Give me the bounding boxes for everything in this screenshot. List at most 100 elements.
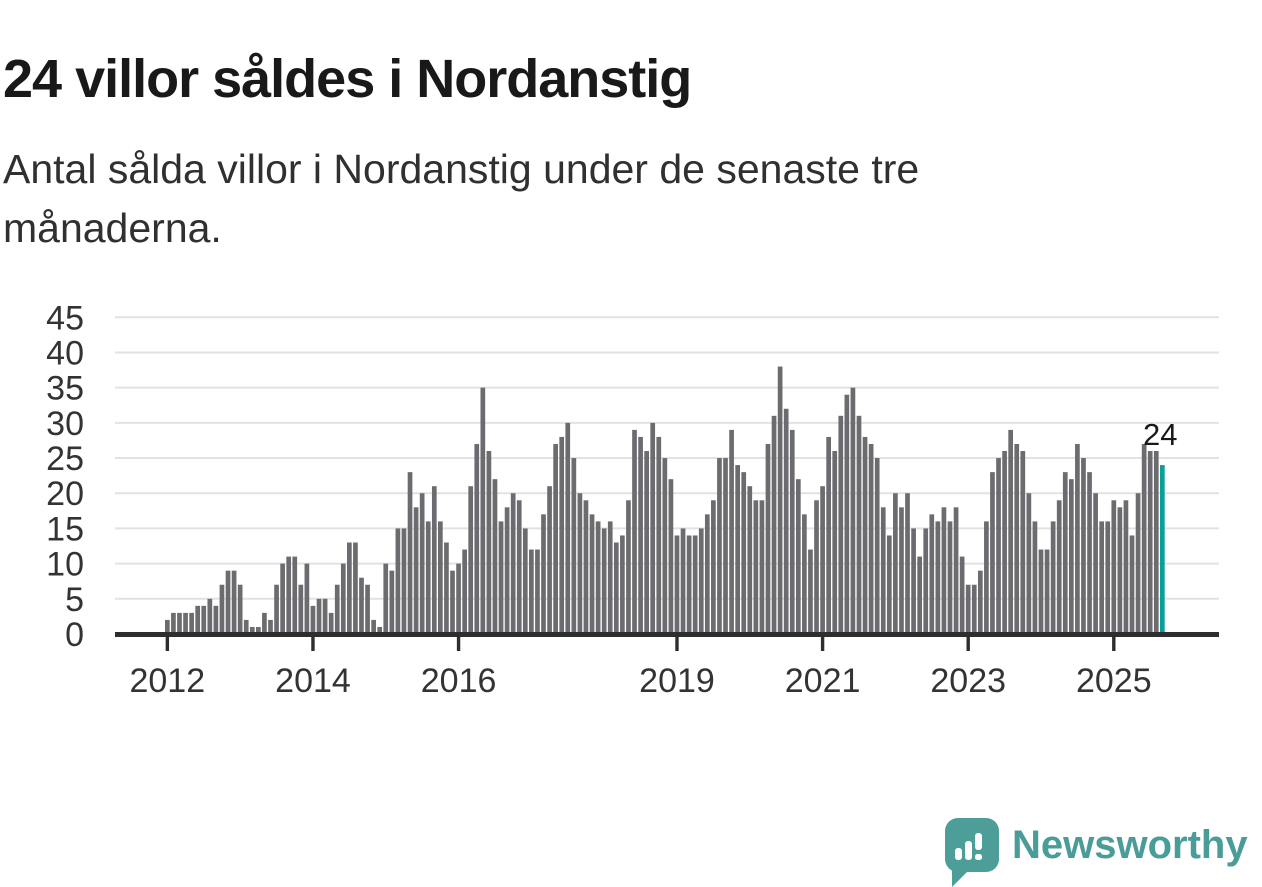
bar <box>438 521 443 634</box>
bar <box>1111 500 1117 634</box>
page-title: 24 villor såldes i Nordanstig <box>3 49 692 110</box>
bar <box>492 479 498 634</box>
bar <box>765 443 771 634</box>
bar <box>638 436 643 634</box>
bar <box>431 486 437 634</box>
x-axis-tick <box>675 637 679 651</box>
bar <box>359 577 364 634</box>
bar <box>893 493 898 634</box>
bar <box>444 542 449 634</box>
x-axis-tick-label: 2025 <box>1076 662 1152 700</box>
bar <box>171 612 176 634</box>
bar <box>771 415 777 634</box>
bar <box>353 542 358 634</box>
bar <box>777 366 783 634</box>
bar <box>371 619 376 634</box>
bar <box>340 563 346 634</box>
x-axis-tick-label: 2016 <box>421 662 497 700</box>
bar <box>820 486 825 634</box>
bar <box>547 486 552 634</box>
bar <box>759 500 765 634</box>
bar <box>571 458 577 634</box>
bar <box>419 493 425 634</box>
bar <box>595 521 601 634</box>
sales-bar-chart: 0 5 10 15 20 25 30 35 40 45 2012 2014 2016 2019 2021 20… <box>0 297 1262 717</box>
bar <box>1105 521 1111 634</box>
bar <box>838 415 844 634</box>
bar <box>880 507 886 634</box>
bar <box>668 479 674 634</box>
bar <box>1099 521 1105 634</box>
x-axis-tick-label: 2021 <box>785 662 861 700</box>
bar <box>868 443 874 634</box>
y-axis-tick-label: 15 <box>46 510 84 548</box>
y-axis-tick-label: 45 <box>46 299 84 337</box>
bar <box>450 570 455 634</box>
bar <box>650 422 656 634</box>
logo-mini-bar-icon <box>955 848 962 860</box>
bar <box>741 472 747 634</box>
bar <box>231 570 237 634</box>
bar <box>389 570 395 634</box>
bar <box>886 535 892 634</box>
bar <box>783 408 789 634</box>
bar <box>844 394 850 634</box>
x-axis-tick-label: 2012 <box>129 662 205 700</box>
bar <box>856 415 862 634</box>
bar <box>1014 443 1020 634</box>
bar <box>480 387 486 634</box>
bar <box>516 500 522 634</box>
bar <box>1087 472 1092 634</box>
bar <box>274 584 279 634</box>
bar <box>795 479 801 634</box>
bar <box>953 507 959 634</box>
bar <box>1020 451 1026 634</box>
bar <box>1056 500 1062 634</box>
bar <box>686 535 692 634</box>
bar <box>1135 493 1141 634</box>
bar <box>1081 458 1086 634</box>
bar <box>692 535 698 634</box>
x-axis-tick <box>820 637 825 651</box>
bar <box>298 584 304 634</box>
bar <box>456 563 461 634</box>
bar <box>201 605 207 634</box>
bar <box>541 514 546 634</box>
bar <box>589 514 595 634</box>
bar <box>644 451 649 634</box>
bar <box>1141 443 1147 634</box>
logo-exclamation-icon <box>975 833 982 850</box>
bar <box>395 528 401 634</box>
bar <box>832 451 838 634</box>
bar <box>990 472 995 634</box>
y-axis-tick-label: 0 <box>65 616 84 654</box>
newsworthy-logo: Newsworthy <box>940 813 1262 887</box>
bar <box>565 422 571 634</box>
bar <box>626 500 631 634</box>
bar-chart-speech-bubble-icon <box>945 818 999 887</box>
bar <box>899 507 904 634</box>
bar <box>704 514 710 634</box>
bar <box>680 528 686 634</box>
bar <box>486 451 492 634</box>
bar <box>1008 429 1014 634</box>
y-axis-tick-label: 20 <box>46 475 84 513</box>
bar <box>316 598 322 634</box>
x-axis-tick <box>165 637 170 651</box>
bar <box>1129 535 1135 634</box>
bar <box>965 584 971 634</box>
bar <box>553 443 558 634</box>
bar <box>613 542 619 634</box>
y-axis-tick-label: 35 <box>46 370 84 408</box>
bar <box>522 528 528 634</box>
x-axis-tick <box>456 637 461 651</box>
bar <box>243 619 249 634</box>
bar <box>984 521 989 634</box>
bar <box>711 500 716 634</box>
x-axis-tick <box>1112 637 1116 651</box>
bar <box>632 429 637 634</box>
bar <box>413 507 419 634</box>
bar <box>383 563 389 634</box>
bar <box>789 429 795 634</box>
